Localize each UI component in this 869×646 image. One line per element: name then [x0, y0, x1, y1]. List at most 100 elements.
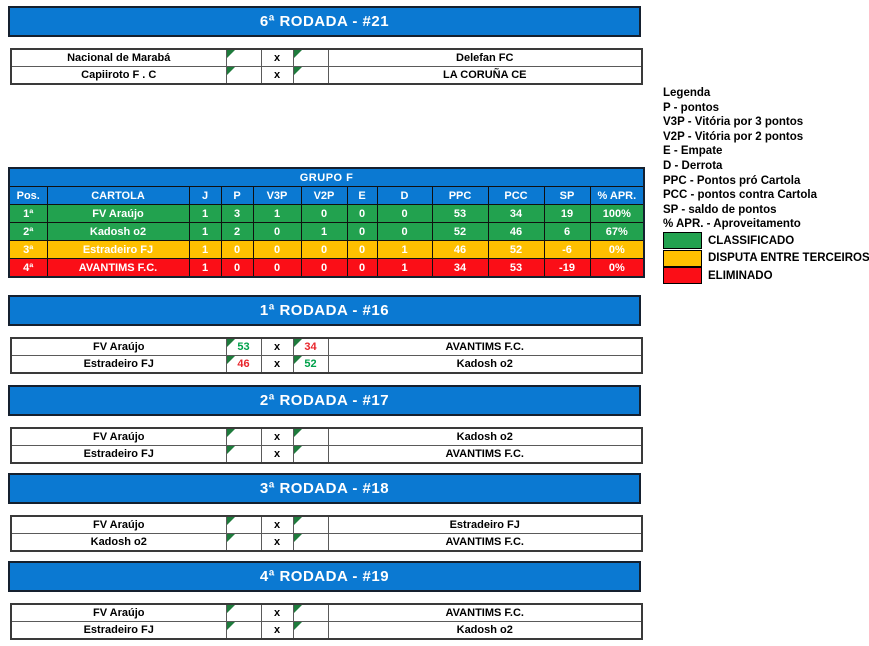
v3p: 0 — [252, 258, 302, 278]
comment-marker-icon — [294, 534, 302, 542]
versus-x: x — [260, 603, 294, 622]
j: 1 — [188, 222, 222, 241]
v2p: 1 — [300, 222, 348, 241]
sp: -6 — [543, 240, 591, 259]
banner-rodada-3: 3ª RODADA - #18 — [8, 473, 641, 504]
comment-marker-icon — [227, 356, 235, 364]
comment-marker-icon — [227, 605, 235, 613]
d: 1 — [376, 258, 433, 278]
ppc: 53 — [431, 204, 489, 223]
home-score-cell[interactable] — [225, 603, 262, 622]
match-row: FV Araújo 53 x 34 AVANTIMS F.C. — [10, 337, 643, 356]
sp: 6 — [543, 222, 591, 241]
home-score-cell[interactable]: 53 — [225, 337, 262, 356]
match-table-rodada-3: FV Araújo x Estradeiro FJ Kadosh o2 x AV… — [10, 515, 643, 552]
versus-x: x — [260, 427, 294, 446]
pcc: 34 — [487, 204, 545, 223]
v2p: 0 — [300, 240, 348, 259]
home-score-cell[interactable] — [225, 445, 262, 464]
away-score-cell[interactable] — [292, 533, 329, 552]
home-score: 46 — [237, 358, 250, 370]
d: 0 — [376, 204, 433, 223]
away-team: Estradeiro FJ — [327, 515, 643, 534]
v2p: 0 — [300, 204, 348, 223]
away-team: Kadosh o2 — [327, 621, 643, 640]
legend-item: V2P - Vitória por 2 pontos — [663, 130, 804, 143]
col-header-p: P — [220, 186, 254, 205]
home-score-cell[interactable] — [225, 66, 262, 85]
away-score-cell[interactable]: 52 — [292, 355, 329, 374]
home-team: FV Araújo — [10, 427, 227, 446]
j: 1 — [188, 258, 222, 278]
home-score-cell[interactable] — [225, 427, 262, 446]
col-header-pcc: PCC — [487, 186, 545, 205]
match-table-rodada-1: FV Araújo 53 x 34 AVANTIMS F.C. Estradei… — [10, 337, 643, 374]
pcc: 53 — [487, 258, 545, 278]
j: 1 — [188, 240, 222, 259]
col-header-d: D — [376, 186, 433, 205]
standings-row-1: 1ª FV Araújo 1 3 1 0 0 0 53 34 19 100% — [8, 204, 645, 223]
away-score-cell[interactable] — [292, 621, 329, 640]
match-table-rodada-4: FV Araújo x AVANTIMS F.C. Estradeiro FJ … — [10, 603, 643, 640]
e: 0 — [346, 240, 378, 259]
home-score-cell[interactable] — [225, 48, 262, 67]
e: 0 — [346, 258, 378, 278]
comment-marker-icon — [294, 50, 302, 58]
versus-x: x — [260, 48, 294, 67]
standings-row-4: 4ª AVANTIMS F.C. 1 0 0 0 0 1 34 53 -19 0… — [8, 258, 645, 278]
cartola: AVANTIMS F.C. — [46, 258, 190, 278]
comment-marker-icon — [294, 67, 302, 75]
home-score-cell[interactable]: 46 — [225, 355, 262, 374]
away-score-cell[interactable] — [292, 66, 329, 85]
banner-rodada-1: 1ª RODADA - #16 — [8, 295, 641, 326]
versus-x: x — [260, 337, 294, 356]
home-team: Kadosh o2 — [10, 533, 227, 552]
e: 0 — [346, 222, 378, 241]
home-score-cell[interactable] — [225, 533, 262, 552]
away-team: AVANTIMS F.C. — [327, 533, 643, 552]
cartola: Estradeiro FJ — [46, 240, 190, 259]
away-score: 52 — [304, 358, 317, 370]
disputa-swatch-icon — [663, 249, 702, 267]
col-header-cartola: CARTOLA — [46, 186, 190, 205]
col-header-v3p: V3P — [252, 186, 302, 205]
comment-marker-icon — [294, 339, 302, 347]
comment-marker-icon — [294, 517, 302, 525]
banner-title: 4ª RODADA - #19 — [259, 568, 390, 585]
p: 2 — [220, 222, 254, 241]
legend-status-disputa: DISPUTA ENTRE TERCEIROS — [663, 249, 869, 267]
v2p: 0 — [300, 258, 348, 278]
ppc: 34 — [431, 258, 489, 278]
legend-item: SP - saldo de pontos — [663, 203, 777, 216]
comment-marker-icon — [227, 429, 235, 437]
away-score-cell[interactable]: 34 — [292, 337, 329, 356]
away-score-cell[interactable] — [292, 48, 329, 67]
p: 3 — [220, 204, 254, 223]
away-score-cell[interactable] — [292, 445, 329, 464]
match-row: Capiiroto F . C x LA CORUÑA CE — [10, 66, 643, 85]
away-score-cell[interactable] — [292, 427, 329, 446]
group-title-row: GRUPO F — [8, 167, 645, 187]
apr: 0% — [589, 240, 645, 259]
home-team: Nacional de Marabá — [10, 48, 227, 67]
banner-rodada-4: 4ª RODADA - #19 — [8, 561, 641, 592]
away-team: AVANTIMS F.C. — [327, 603, 643, 622]
home-team: FV Araújo — [10, 515, 227, 534]
comment-marker-icon — [227, 534, 235, 542]
away-team: Kadosh o2 — [327, 355, 643, 374]
apr: 100% — [589, 204, 645, 223]
home-score-cell[interactable] — [225, 515, 262, 534]
banner-title: 3ª RODADA - #18 — [259, 480, 390, 497]
match-row: FV Araújo x AVANTIMS F.C. — [10, 603, 643, 622]
home-score: 53 — [237, 341, 250, 353]
away-score-cell[interactable] — [292, 515, 329, 534]
pos: 3ª — [8, 240, 48, 259]
away-score-cell[interactable] — [292, 603, 329, 622]
home-score-cell[interactable] — [225, 621, 262, 640]
cartola: FV Araújo — [46, 204, 190, 223]
legend-status-eliminado: ELIMINADO — [663, 267, 869, 285]
v3p: 0 — [252, 222, 302, 241]
away-team: AVANTIMS F.C. — [327, 337, 643, 356]
eliminado-swatch-icon — [663, 267, 702, 285]
